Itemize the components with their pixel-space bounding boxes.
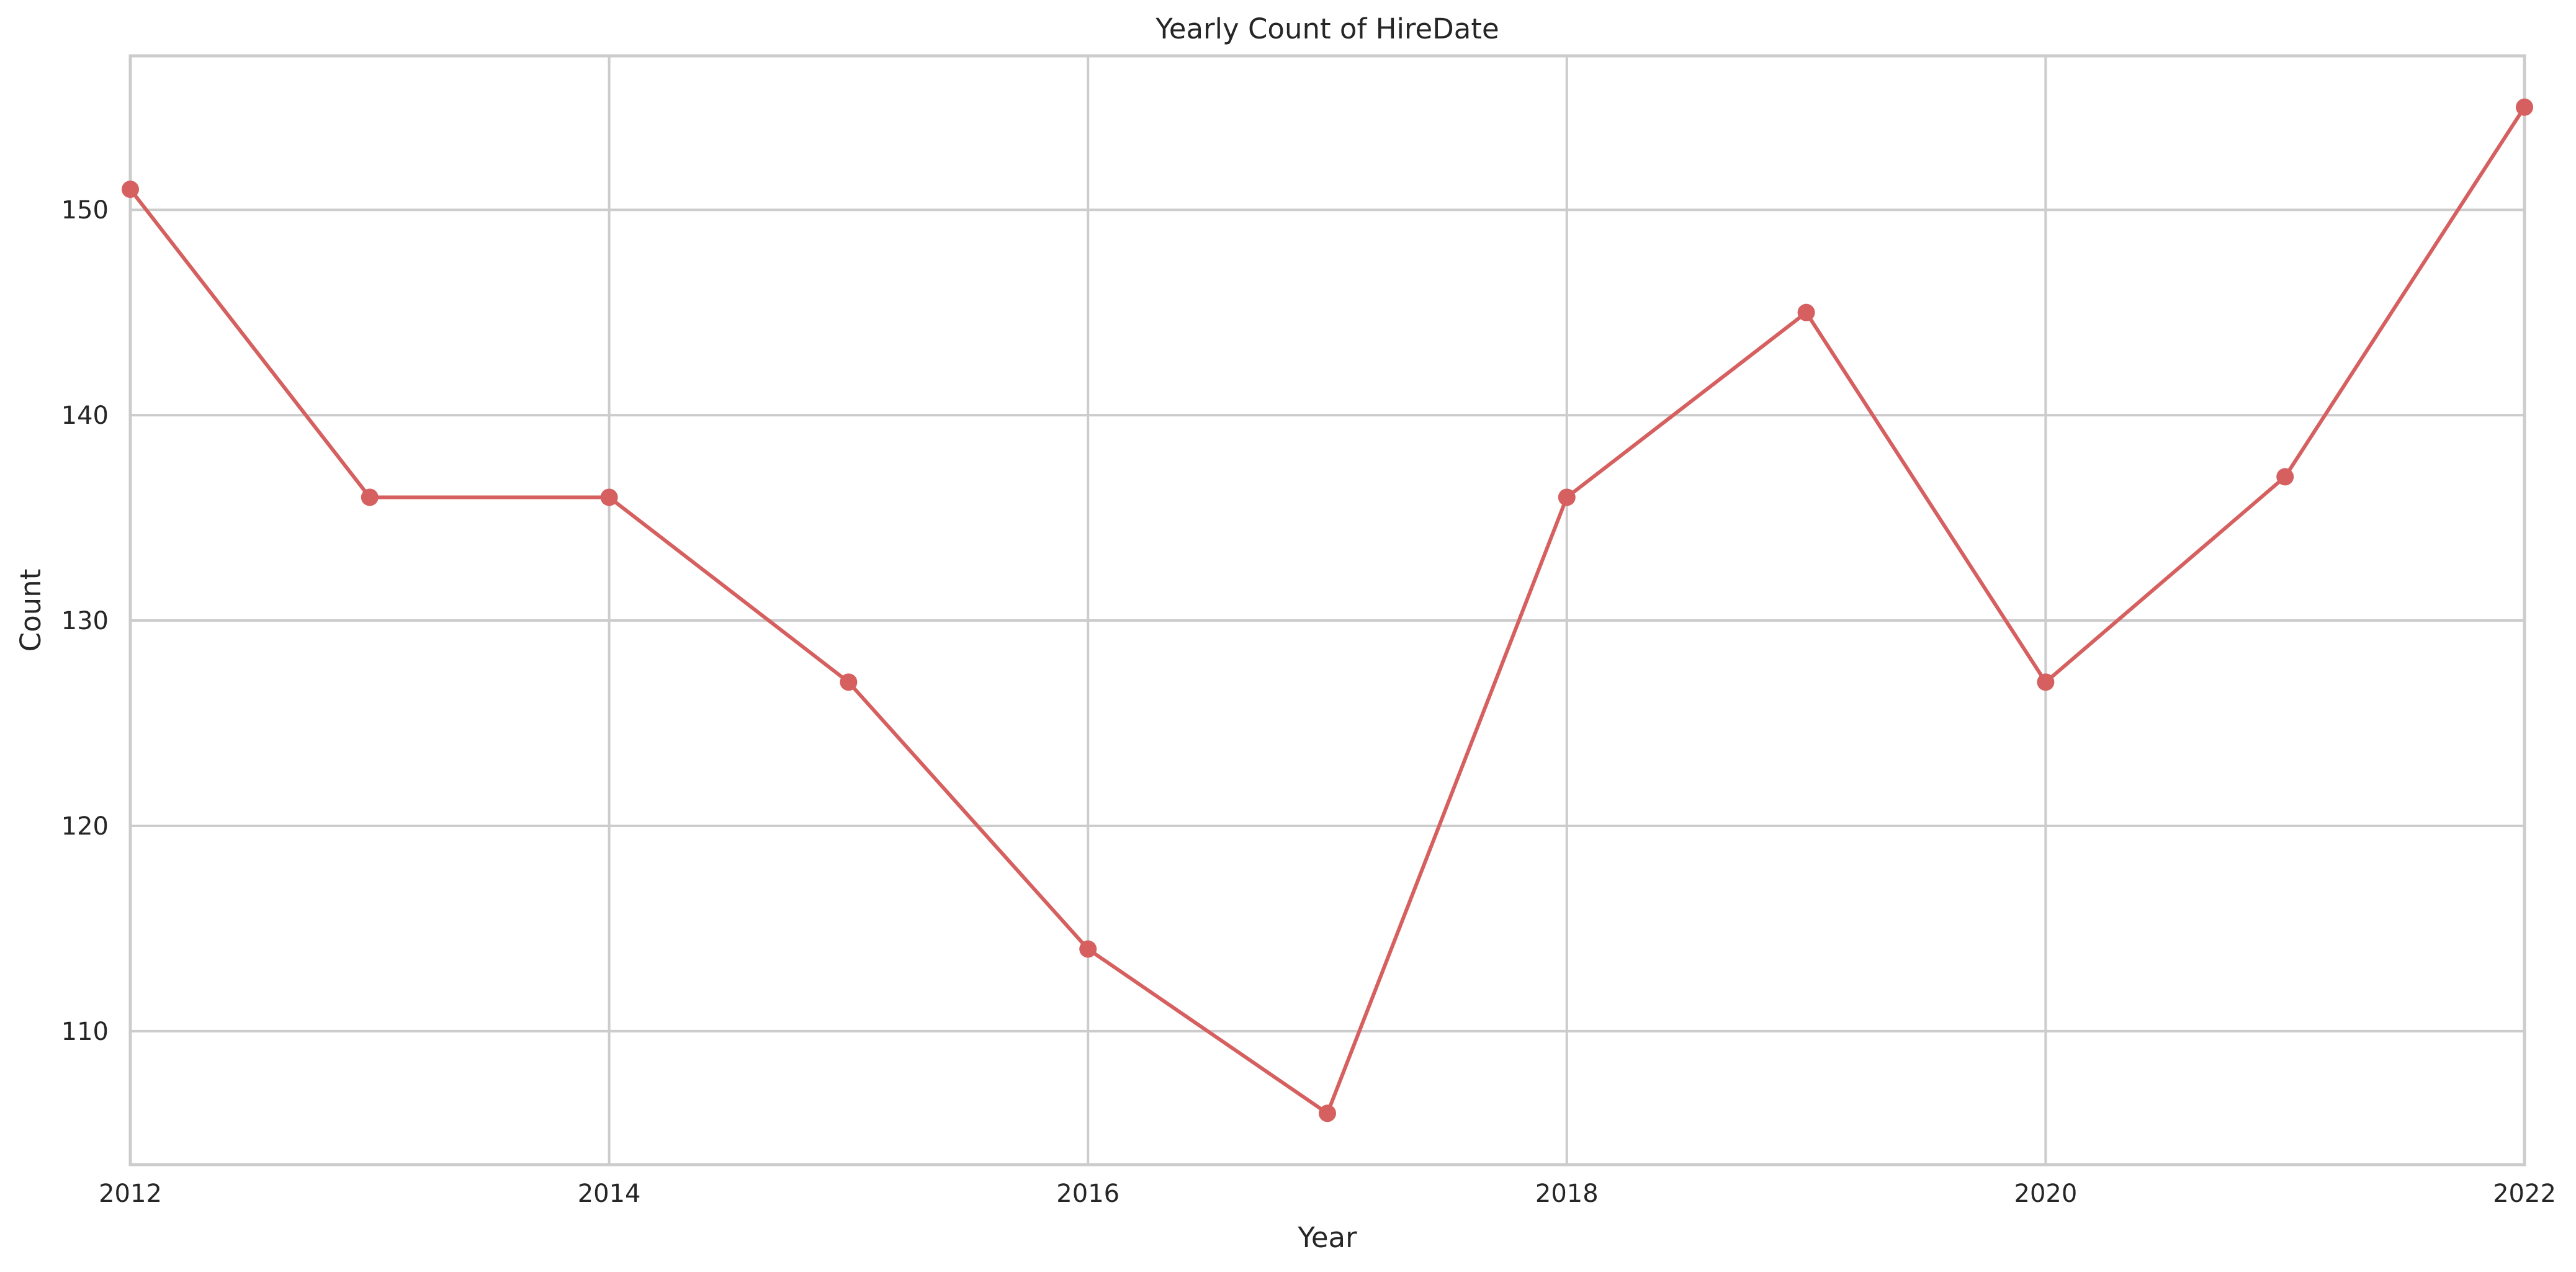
y-tick-label: 120 <box>61 812 109 841</box>
y-axis-label: Count <box>14 569 47 652</box>
data-point <box>1797 303 1815 321</box>
data-point <box>1558 488 1576 506</box>
plot-frame <box>128 54 2526 1167</box>
x-tick-label: 2020 <box>2014 1180 2078 1208</box>
data-point <box>361 488 379 506</box>
x-tick-label: 2018 <box>1535 1180 1599 1208</box>
data-point <box>1319 1104 1336 1122</box>
data-point <box>2037 673 2055 691</box>
series-layer <box>122 98 2533 1122</box>
data-point <box>600 488 618 506</box>
x-tick-label: 2022 <box>2493 1180 2556 1208</box>
grid <box>129 56 2526 1165</box>
x-axis-ticks: 2012 2014 2016 2018 2020 2022 <box>99 1180 2556 1208</box>
y-tick-label: 140 <box>61 401 109 430</box>
chart-title: Yearly Count of HireDate <box>1155 12 1499 45</box>
x-tick-label: 2012 <box>99 1180 162 1208</box>
series-line <box>128 106 2526 1116</box>
x-axis-label: Year <box>1297 1221 1357 1254</box>
data-point <box>2516 98 2533 116</box>
x-tick-label: 2016 <box>1056 1180 1120 1208</box>
data-point <box>2276 468 2294 486</box>
y-tick-label: 150 <box>61 196 109 225</box>
x-tick-label: 2014 <box>578 1180 641 1208</box>
y-tick-label: 130 <box>61 607 109 635</box>
data-point <box>840 673 858 691</box>
y-axis-ticks: 110 120 130 140 150 <box>61 196 109 1046</box>
data-point <box>122 181 139 199</box>
y-tick-label: 110 <box>61 1018 109 1046</box>
data-point <box>1079 940 1097 958</box>
